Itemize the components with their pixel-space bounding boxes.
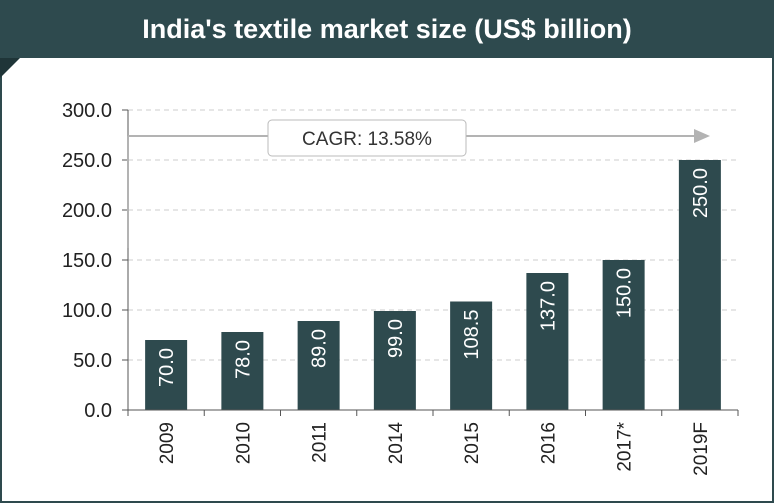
cagr-annotation: CAGR: 13.58% <box>127 119 710 248</box>
bar-data-label: 150.0 <box>614 268 636 318</box>
y-tick-label: 150.0 <box>62 250 112 272</box>
title-corner-fold <box>0 58 20 78</box>
bar <box>297 321 340 410</box>
y-tick-label: 200.0 <box>62 200 112 222</box>
x-tick-label: 2016 <box>538 422 559 464</box>
bar <box>678 160 721 410</box>
cagr-box <box>267 119 467 157</box>
x-tick-label: 2011 <box>310 422 331 463</box>
bar-data-label: 78.0 <box>232 340 254 379</box>
bar <box>221 332 264 410</box>
x-tick-label: 2017* <box>615 421 636 471</box>
x-tick-label: 2019F <box>691 422 712 476</box>
y-tick-label: 250.0 <box>62 150 112 172</box>
bar <box>602 260 645 410</box>
y-tick-label: 0.0 <box>84 400 112 422</box>
bar-data-label: 250.0 <box>690 168 712 218</box>
title-bar <box>0 0 774 58</box>
bar-data-label: 137.0 <box>537 281 559 331</box>
y-tick-label: 50.0 <box>73 350 112 372</box>
bar <box>373 311 416 410</box>
bar-data-label: 99.0 <box>385 319 407 358</box>
bar-data-label: 108.5 <box>461 310 483 360</box>
cagr-label: CAGR: 13.58% <box>302 129 432 150</box>
bar <box>526 273 569 410</box>
bars: 70.0 78.0 89.0 99.0 108.5 137.0 150.0 250.0 <box>145 160 721 410</box>
bar <box>450 301 493 410</box>
x-tick-label: 2014 <box>386 422 407 465</box>
x-tick-label: 2010 <box>233 422 254 464</box>
bar-data-label: 89.0 <box>309 329 331 368</box>
bar-data-label: 70.0 <box>156 348 178 387</box>
y-tick-label: 300.0 <box>62 100 112 122</box>
x-axis: 2009 2010 2011 2014 2015 2016 2017* 2019F <box>127 409 739 476</box>
cagr-arrow-head <box>694 129 710 143</box>
x-tick-label: 2009 <box>157 422 178 464</box>
y-axis: 0.0 50.0 100.0 150.0 200.0 250.0 300.0 <box>62 100 129 422</box>
x-tick-label: 2015 <box>462 422 483 464</box>
y-tick-label: 100.0 <box>62 300 112 322</box>
bar <box>145 340 188 410</box>
chart-title: India's textile market size (US$ billion… <box>142 14 632 44</box>
